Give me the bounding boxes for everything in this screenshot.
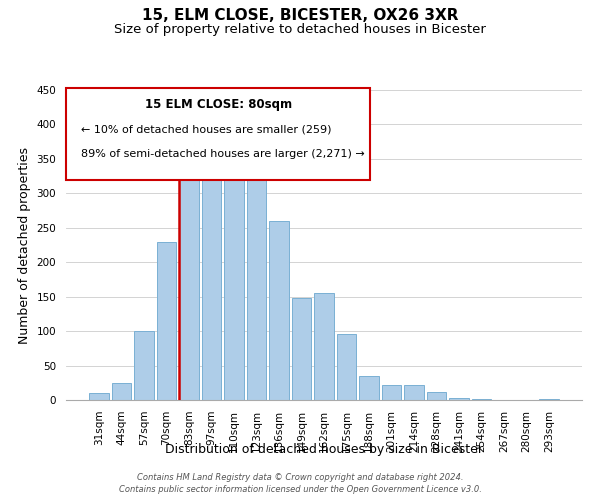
Text: 15 ELM CLOSE: 80sqm: 15 ELM CLOSE: 80sqm: [145, 98, 292, 110]
Bar: [292, 298, 311, 400]
Bar: [157, 242, 176, 400]
Text: Size of property relative to detached houses in Bicester: Size of property relative to detached ho…: [114, 22, 486, 36]
Bar: [427, 392, 446, 400]
Bar: [247, 154, 266, 400]
Text: Contains public sector information licensed under the Open Government Licence v3: Contains public sector information licen…: [119, 485, 481, 494]
Bar: [112, 383, 131, 400]
Bar: [314, 293, 334, 400]
Y-axis label: Number of detached properties: Number of detached properties: [18, 146, 31, 344]
Bar: [134, 331, 154, 400]
Bar: [404, 385, 424, 400]
Bar: [179, 148, 199, 400]
Bar: [337, 334, 356, 400]
Text: Distribution of detached houses by size in Bicester: Distribution of detached houses by size …: [165, 442, 483, 456]
Bar: [224, 142, 244, 400]
Bar: [269, 221, 289, 400]
Text: 15, ELM CLOSE, BICESTER, OX26 3XR: 15, ELM CLOSE, BICESTER, OX26 3XR: [142, 8, 458, 22]
Bar: [382, 385, 401, 400]
Text: Contains HM Land Registry data © Crown copyright and database right 2024.: Contains HM Land Registry data © Crown c…: [137, 472, 463, 482]
Text: ← 10% of detached houses are smaller (259): ← 10% of detached houses are smaller (25…: [82, 124, 332, 134]
FancyBboxPatch shape: [66, 88, 370, 180]
Bar: [202, 145, 221, 400]
Bar: [359, 376, 379, 400]
Bar: [449, 398, 469, 400]
Text: 89% of semi-detached houses are larger (2,271) →: 89% of semi-detached houses are larger (…: [82, 149, 365, 159]
Bar: [89, 393, 109, 400]
